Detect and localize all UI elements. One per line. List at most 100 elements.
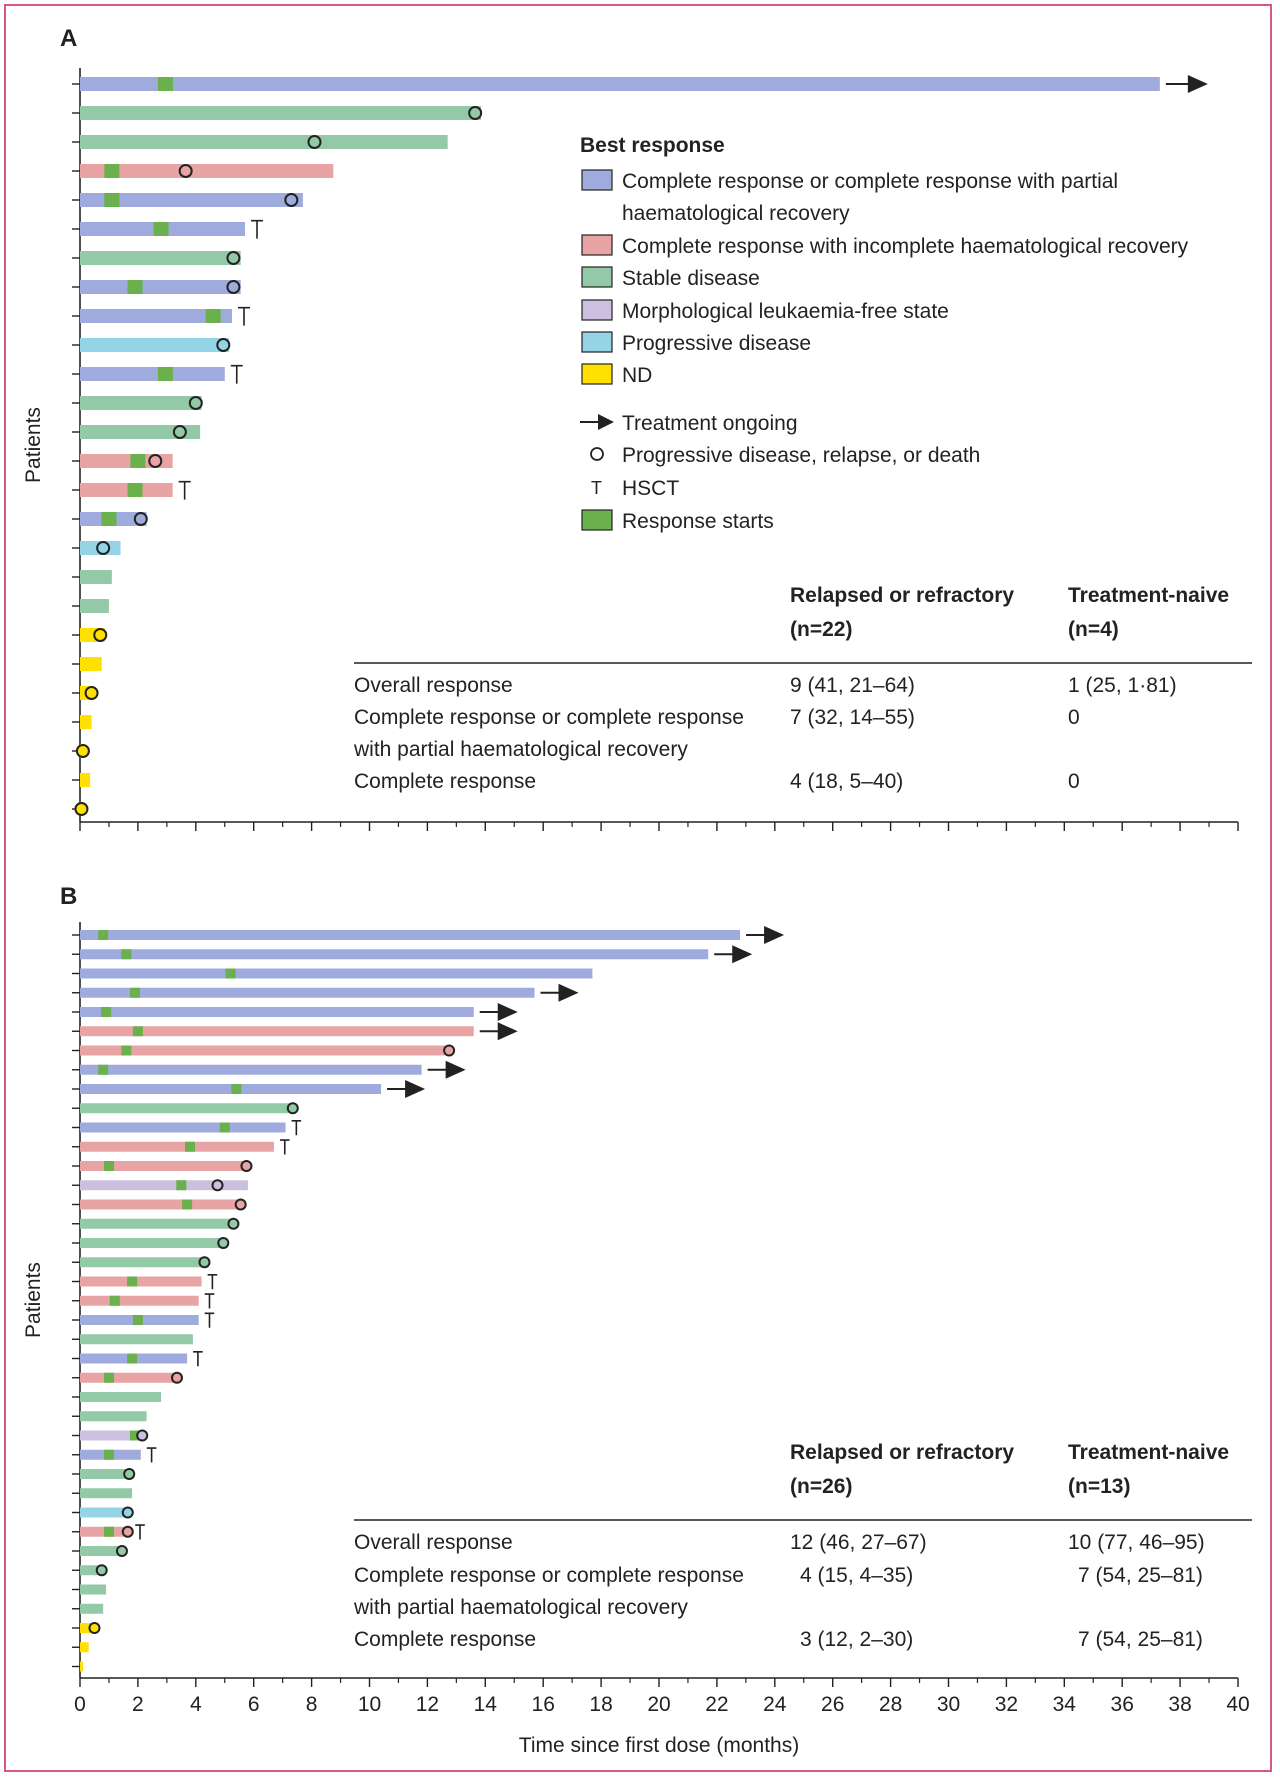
patient-bar xyxy=(80,164,334,178)
progression-marker xyxy=(121,1525,134,1538)
table-cell: 7 (54, 25–81) xyxy=(1078,1564,1203,1587)
legend-symbol-label: Treatment ongoing xyxy=(622,412,798,435)
table-row-label: Complete response or complete response xyxy=(354,1564,744,1587)
response-start-marker xyxy=(219,1122,230,1133)
legend-label: Complete response or complete response w… xyxy=(622,170,1118,193)
response-start-marker xyxy=(103,1372,114,1383)
table-column-n: (n=13) xyxy=(1068,1475,1130,1498)
x-tick-label: 22 xyxy=(705,1693,728,1716)
hsct-marker xyxy=(237,306,250,326)
patient-bar xyxy=(80,106,481,120)
legend-label: Progressive disease xyxy=(622,332,811,355)
table-cell: 4 (18, 5–40) xyxy=(790,770,903,793)
x-axis-label: Time since first dose (months) xyxy=(519,1734,799,1757)
patient-bar xyxy=(80,657,102,671)
progression-marker xyxy=(286,1102,299,1115)
table-row-label: Complete response or complete response xyxy=(354,706,744,729)
hsct-marker xyxy=(251,219,264,239)
patient-bar xyxy=(80,773,91,787)
progression-marker xyxy=(95,1564,108,1577)
response-start-marker xyxy=(231,1084,242,1094)
patient-bar xyxy=(80,1372,179,1383)
table-cell: 1 (25, 1·81) xyxy=(1068,674,1177,697)
patient-bar xyxy=(80,77,1160,91)
legend-swatch-sd xyxy=(581,266,613,288)
table-cell: 9 (41, 21–64) xyxy=(790,674,915,697)
response-start-marker xyxy=(132,1315,143,1325)
progression-marker xyxy=(148,454,163,468)
hsct-marker xyxy=(178,480,191,500)
response-start-marker xyxy=(98,1064,109,1075)
legend-title: Best response xyxy=(580,134,725,157)
patient-bar xyxy=(80,483,173,497)
table-column-header: Relapsed or refractory xyxy=(790,1441,1014,1464)
table-cell: 12 (46, 27–67) xyxy=(790,1531,927,1554)
progression-marker xyxy=(170,1371,183,1384)
patient-bar xyxy=(80,1199,243,1210)
x-tick-label: 24 xyxy=(763,1693,787,1716)
ongoing-arrow-head xyxy=(497,1022,518,1041)
progression-marker xyxy=(88,1622,101,1634)
x-tick-label: 0 xyxy=(74,1693,86,1716)
progression-marker xyxy=(188,396,203,410)
progression-marker xyxy=(217,1237,230,1249)
patient-bar xyxy=(80,1469,134,1479)
response-start-marker xyxy=(104,164,120,178)
progression-marker xyxy=(284,193,299,207)
patient-bar xyxy=(80,1084,382,1094)
patient-bar xyxy=(80,425,201,439)
patient-bar xyxy=(80,1642,89,1653)
panel-b-label: B xyxy=(60,883,77,910)
table-cell: 4 (15, 4–35) xyxy=(800,1564,913,1587)
patient-bar xyxy=(80,1026,474,1037)
y-axis-label: Patients xyxy=(22,1262,45,1338)
response-start-marker xyxy=(205,309,221,323)
x-tick-label: 8 xyxy=(306,1693,318,1716)
x-tick-label: 36 xyxy=(1111,1693,1134,1716)
patient-bar xyxy=(80,1392,162,1402)
response-start-marker xyxy=(157,77,173,91)
response-start-marker xyxy=(127,280,143,294)
legend-swatch-nd xyxy=(581,363,613,385)
arrow-head-icon xyxy=(598,414,614,430)
patient-bar xyxy=(80,1488,133,1499)
x-tick-label: 30 xyxy=(937,1693,960,1716)
ongoing-arrow-head xyxy=(1187,75,1208,93)
figure-frame xyxy=(4,4,1272,1772)
legend-swatch-cr xyxy=(581,169,613,191)
progression-marker xyxy=(96,541,111,555)
patient-bar xyxy=(80,1257,208,1268)
patient-bar xyxy=(80,930,741,940)
table-row-label: with partial haematological recovery xyxy=(353,738,688,761)
patient-bar xyxy=(80,1276,202,1287)
x-tick-label: 14 xyxy=(474,1693,498,1716)
legend-label: Complete response with incomplete haemat… xyxy=(622,235,1189,258)
response-start-marker xyxy=(132,1026,143,1037)
ongoing-arrow-head xyxy=(732,945,753,964)
patient-bar xyxy=(80,1584,107,1595)
patient-bar xyxy=(80,280,241,294)
progression-marker xyxy=(468,106,483,120)
x-tick-label: 34 xyxy=(1053,1693,1077,1716)
progression-marker xyxy=(211,1179,224,1192)
response-start-marker xyxy=(103,1449,114,1460)
response-start-marker xyxy=(153,222,169,236)
x-tick-label: 10 xyxy=(358,1693,381,1716)
hsct-marker xyxy=(193,1351,203,1367)
table-cell: 7 (32, 14–55) xyxy=(790,706,915,729)
response-start-marker xyxy=(157,367,173,381)
legend-label: ND xyxy=(622,364,652,387)
x-tick-label: 38 xyxy=(1168,1693,1191,1716)
table-row-label: Complete response xyxy=(354,770,536,793)
x-tick-label: 4 xyxy=(190,1693,202,1716)
response-start-marker xyxy=(101,512,117,526)
response-start-icon xyxy=(581,509,613,531)
x-tick-label: 20 xyxy=(647,1693,670,1716)
patient-bar xyxy=(80,1238,228,1248)
ongoing-arrow-head xyxy=(558,983,579,1002)
table-cell: 7 (54, 25–81) xyxy=(1078,1628,1203,1651)
patient-bar xyxy=(80,1141,274,1152)
response-start-marker xyxy=(109,1295,120,1306)
x-tick-label: 26 xyxy=(821,1693,844,1716)
progression-marker xyxy=(123,1468,136,1480)
